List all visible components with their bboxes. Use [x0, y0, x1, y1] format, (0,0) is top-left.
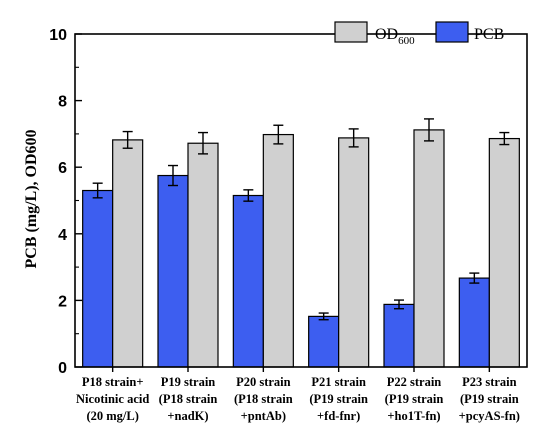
category-label-4-line-0: P22 strain	[387, 375, 442, 389]
bar-od600-2	[262, 133, 294, 368]
category-label-5-line-0: P23 strain	[462, 375, 517, 389]
bar-od600-0	[112, 139, 144, 368]
category-label-1-line-0: P19 strain	[161, 375, 216, 389]
error-bars	[92, 118, 510, 321]
bars	[82, 129, 520, 372]
bar-pcb-1	[157, 174, 189, 368]
category-labels: P18 strain+ Nicotinic acid (20 mg/L) P19 st…	[76, 375, 520, 423]
bar-od600-3	[338, 137, 370, 368]
y-tick-label-2: 4	[58, 227, 67, 244]
category-label-2-line-0: P20 strain	[236, 375, 291, 389]
y-tick-label-4: 8	[58, 94, 67, 111]
bar-pcb-4	[383, 303, 415, 368]
category-label-0-line-2: (20 mg/L)	[86, 409, 138, 423]
category-label-4-line-2: +ho1T-fn)	[387, 409, 440, 423]
category-label-5-line-2: +pcyAS-fn)	[459, 409, 520, 423]
bar-pcb-2	[232, 194, 264, 368]
category-label-1-line-2: +nadK)	[167, 409, 208, 423]
bar-od600-1	[187, 142, 219, 368]
legend-label-pcb: PCB	[474, 26, 504, 43]
category-label-3-line-1: (P19 strain	[309, 392, 368, 406]
bar-od600-5	[488, 137, 520, 368]
legend-swatch-pcb	[435, 21, 469, 43]
bar-pcb-5	[458, 277, 490, 368]
category-label-2-line-2: +pntAb)	[241, 409, 286, 423]
legend-label-od600: OD600	[375, 26, 415, 47]
category-label-4-line-1: (P19 strain	[385, 392, 444, 406]
legend-swatch-od600	[334, 21, 368, 43]
category-label-2-line-1: (P18 strain	[234, 392, 293, 406]
y-axis-ticks: 0 2 4 6 8 10	[49, 27, 82, 377]
category-label-3-line-0: P21 strain	[311, 375, 366, 389]
y-tick-label-3: 6	[58, 160, 67, 177]
y-tick-label-5: 10	[49, 27, 67, 44]
bar-pcb-3	[308, 315, 340, 368]
category-label-0-line-0: P18 strain+	[82, 375, 144, 389]
y-axis-label: PCB (mg/L), OD600	[23, 129, 40, 268]
category-label-1-line-1: (P18 strain	[159, 392, 218, 406]
category-label-0-line-1: Nicotinic acid	[76, 392, 149, 406]
category-label-3-line-2: +fd-fnr)	[317, 409, 360, 423]
y-tick-label-1: 2	[58, 293, 67, 310]
plot-frame	[74, 33, 528, 368]
bar-pcb-0	[82, 189, 114, 368]
y-tick-label-0: 0	[58, 360, 67, 377]
category-label-5-line-1: (P19 strain	[460, 392, 519, 406]
bar-od600-4	[413, 129, 445, 368]
